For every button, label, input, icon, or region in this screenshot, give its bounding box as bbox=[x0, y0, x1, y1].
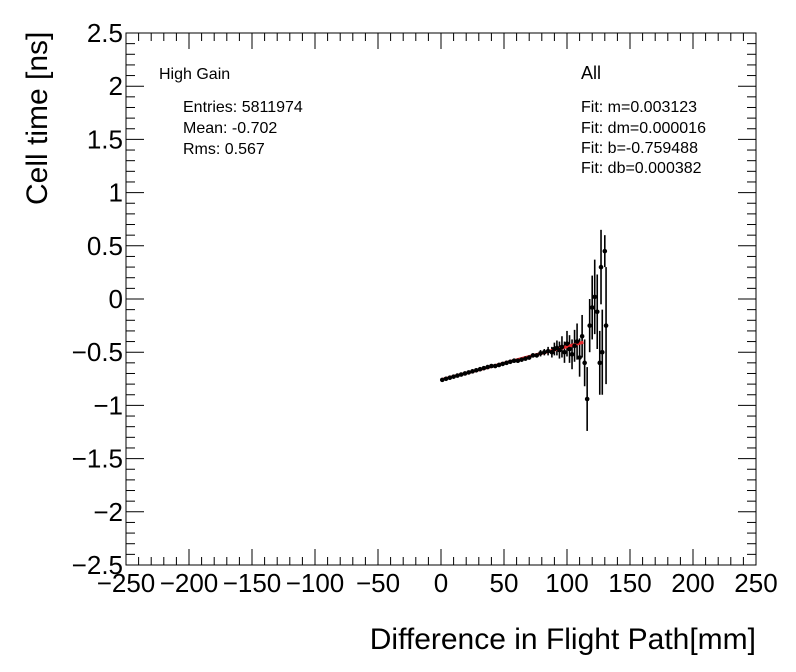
data-point bbox=[455, 373, 460, 378]
data-point bbox=[549, 349, 555, 355]
data-point bbox=[504, 360, 509, 366]
data-point bbox=[599, 349, 605, 355]
rms-label: Rms: 0.567 bbox=[183, 141, 265, 158]
data-point bbox=[542, 349, 547, 355]
x-tick-label: 0 bbox=[434, 568, 448, 598]
data-point bbox=[526, 355, 532, 360]
data-point bbox=[470, 369, 475, 374]
y-tick-label: −2.5 bbox=[72, 550, 123, 580]
data-point bbox=[603, 323, 609, 328]
x-tick-label: 150 bbox=[608, 568, 651, 598]
data-point bbox=[466, 370, 472, 375]
y-tick-label: 2.5 bbox=[87, 18, 123, 48]
data-point bbox=[598, 264, 604, 270]
data-point bbox=[523, 356, 528, 361]
data-point bbox=[519, 357, 524, 362]
data-point bbox=[592, 294, 598, 300]
data-point bbox=[579, 333, 585, 339]
y-tick-label: 0 bbox=[109, 284, 123, 314]
selection-label: All bbox=[581, 63, 601, 83]
data-point bbox=[462, 371, 468, 376]
data-point bbox=[534, 353, 540, 358]
data-point bbox=[473, 367, 479, 373]
x-tick-label: −250 bbox=[97, 568, 156, 598]
fit-intercept-error-label: Fit: db=0.000382 bbox=[581, 160, 702, 177]
data-point bbox=[567, 346, 572, 352]
data-point bbox=[597, 360, 603, 366]
y-tick-label: 1 bbox=[109, 178, 123, 208]
y-axis-tick-labels: −2.5 −2 −1.5 −1 −0.5 0 0.5 1 1.5 2 2.5 bbox=[72, 18, 123, 580]
data-point bbox=[562, 349, 567, 355]
error-bars bbox=[441, 229, 607, 431]
y-tick-label: −2 bbox=[93, 497, 123, 527]
data-point bbox=[511, 358, 517, 364]
data-point bbox=[557, 347, 562, 353]
y-tick-label: −0.5 bbox=[72, 337, 123, 367]
data-point bbox=[496, 362, 502, 368]
fit-slope-label: Fit: m=0.003123 bbox=[581, 99, 697, 116]
data-point bbox=[564, 341, 570, 346]
data-point bbox=[602, 248, 608, 254]
x-tick-label: −150 bbox=[223, 568, 282, 598]
x-tick-label: 50 bbox=[490, 568, 519, 598]
x-tick-label: 100 bbox=[545, 568, 588, 598]
y-tick-label: −1 bbox=[93, 390, 123, 420]
y-axis-label: Cell time [ns] bbox=[21, 32, 54, 205]
data-point bbox=[458, 372, 464, 377]
data-point bbox=[574, 339, 580, 344]
x-tick-label: −100 bbox=[286, 568, 345, 598]
gain-label: High Gain bbox=[159, 66, 230, 83]
mean-label: Mean: -0.702 bbox=[183, 120, 277, 137]
data-point bbox=[572, 343, 577, 349]
x-axis-tick-labels: −250 −200 −150 −100 −50 0 50 100 150 200 250 bbox=[97, 568, 778, 598]
data-point bbox=[538, 350, 543, 356]
x-axis-label: Difference in Flight Path[mm] bbox=[370, 623, 756, 656]
x-axis-ticks bbox=[125, 33, 757, 565]
x-tick-label: −200 bbox=[160, 568, 219, 598]
data-point bbox=[451, 374, 456, 379]
x-tick-label: −50 bbox=[356, 568, 400, 598]
data-point bbox=[594, 309, 600, 315]
data-point bbox=[481, 365, 487, 371]
y-axis-ticks bbox=[126, 32, 756, 566]
data-point bbox=[587, 323, 592, 328]
fit-slope-error-label: Fit: dm=0.000016 bbox=[581, 120, 706, 137]
fit-intercept-label: Fit: b=-0.759488 bbox=[581, 140, 698, 157]
y-tick-label: 0.5 bbox=[87, 231, 123, 261]
data-point bbox=[569, 352, 575, 357]
data-point bbox=[530, 353, 536, 358]
data-points bbox=[439, 248, 609, 402]
data-point bbox=[500, 361, 506, 367]
data-point bbox=[477, 366, 483, 372]
entries-label: Entries: 5811974 bbox=[183, 99, 303, 116]
data-point bbox=[489, 363, 494, 369]
data-point bbox=[443, 376, 449, 382]
data-point bbox=[492, 363, 498, 369]
data-point bbox=[559, 344, 565, 350]
data-point bbox=[485, 364, 490, 370]
y-tick-label: 2 bbox=[109, 71, 123, 101]
data-point bbox=[508, 359, 513, 365]
x-tick-label: 200 bbox=[671, 568, 714, 598]
y-tick-label: −1.5 bbox=[72, 444, 123, 474]
y-tick-label: 1.5 bbox=[87, 124, 123, 154]
data-point bbox=[439, 377, 445, 383]
data-point bbox=[584, 396, 590, 402]
data-point bbox=[447, 375, 453, 381]
x-tick-label: 250 bbox=[734, 568, 777, 598]
data-point bbox=[577, 355, 582, 360]
data-point bbox=[545, 348, 551, 354]
data-point bbox=[582, 360, 587, 366]
data-point bbox=[589, 305, 595, 310]
data-point bbox=[515, 358, 521, 364]
